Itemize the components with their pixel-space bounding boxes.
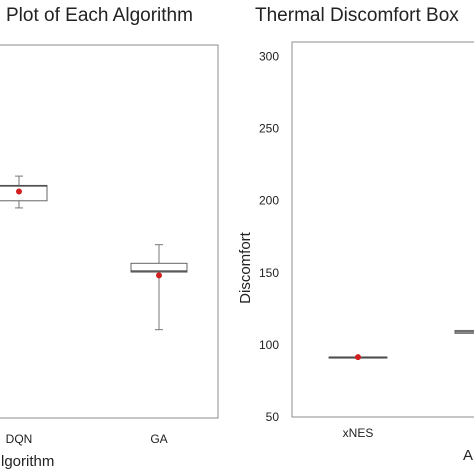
mean-marker [16,188,22,195]
algorithm-box-plot: Plot of Each Algorithm DQN GA lgorithm [0,5,219,470]
y-tick-label: 200 [259,194,279,208]
chart-title: Thermal Discomfort Box [255,5,459,26]
y-tick-label: 250 [259,122,279,136]
thermal-discomfort-box-plot: Thermal Discomfort Box 50 100 150 200 250 300… [237,5,474,464]
y-tick-label: 100 [259,338,279,352]
mean-marker [355,354,361,361]
box [130,262,188,273]
chart-title: Plot of Each Algorithm [6,5,193,26]
y-tick-label: 50 [266,410,280,424]
mean-marker [156,272,162,279]
x-axis-label: A [463,447,473,464]
plot-frame [291,41,474,418]
y-tick-label: 150 [259,266,279,280]
x-tick-label: xNES [343,426,374,440]
box [0,184,48,202]
plot-frame [0,44,219,419]
x-axis-label: lgorithm [1,453,54,470]
x-tick-label: GA [150,432,167,446]
x-tick-label: DQN [6,432,33,446]
y-tick-label: 300 [259,49,279,63]
y-axis-label: Discomfort [237,231,254,304]
